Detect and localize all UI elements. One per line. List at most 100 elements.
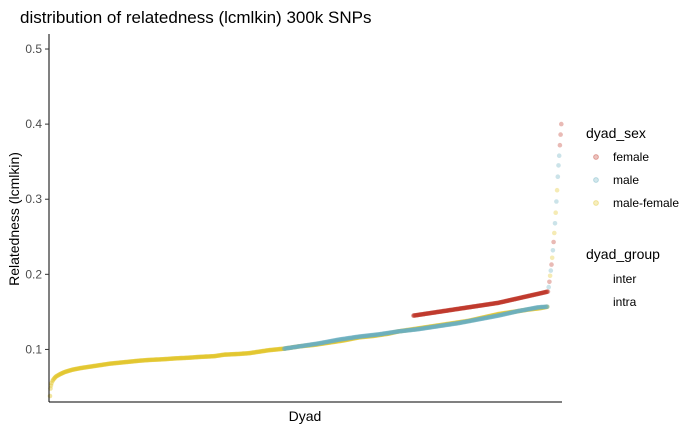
point-male [476, 316, 482, 322]
point-male-female [495, 311, 501, 317]
point-male-female [528, 307, 534, 312]
point-male-female [230, 352, 235, 357]
point-male-female [307, 343, 313, 348]
point-male-female [490, 313, 496, 318]
point-male-female [157, 357, 163, 362]
point-male [415, 326, 421, 332]
point-male-female [56, 372, 62, 378]
point-male-female [204, 354, 210, 359]
point-male [524, 307, 530, 312]
point-male [466, 318, 472, 324]
point-male [353, 334, 359, 340]
point-male [322, 340, 328, 345]
point-male [442, 323, 447, 328]
point-male [406, 327, 412, 333]
point-male-female [361, 334, 367, 340]
point-male [369, 332, 374, 338]
point-male [365, 333, 370, 339]
point-male [334, 337, 339, 343]
point-male [474, 317, 480, 323]
point-male-female [156, 357, 161, 362]
point-male-female [362, 334, 368, 340]
point-male-female [54, 373, 60, 379]
point-male [414, 327, 419, 332]
point-male-female [394, 329, 399, 335]
point-male-female [347, 336, 353, 342]
point-male-female [175, 356, 180, 361]
point-male-female [266, 347, 272, 353]
point-male [481, 316, 486, 321]
point-male [498, 312, 504, 318]
point-male-female [508, 309, 514, 315]
point-male-female [319, 341, 324, 347]
point-male-female [144, 357, 149, 363]
point-female [545, 289, 551, 294]
point-male [498, 312, 503, 318]
point-male-female [383, 331, 389, 337]
point-male-female [184, 355, 190, 361]
point-male-female [98, 362, 103, 368]
point-male [422, 326, 427, 331]
point-male [463, 319, 469, 325]
point-male-female [530, 306, 536, 312]
point-male-female [540, 305, 546, 311]
point-male [313, 341, 319, 347]
point-male-female [514, 309, 520, 314]
point-male [515, 309, 520, 314]
point-male-female [241, 351, 247, 356]
point-male [357, 334, 362, 339]
point-male-female [438, 322, 444, 328]
point-male [386, 330, 392, 336]
point-male [455, 321, 460, 326]
point-male-female [120, 360, 125, 365]
point-male [492, 314, 497, 319]
point-male [488, 314, 494, 320]
point-male-female [291, 344, 297, 350]
point-male [442, 322, 448, 328]
point-male [360, 333, 365, 339]
point-male-female [158, 357, 164, 362]
point-male-female [410, 327, 415, 332]
point-male-female [523, 307, 529, 313]
point-male-female [393, 329, 398, 335]
point-male-female [167, 356, 173, 362]
point-male [420, 326, 426, 331]
point-male-female [384, 331, 390, 337]
point-male [439, 323, 444, 329]
x-axis-title: Dyad [289, 408, 322, 424]
point-male-female [332, 339, 338, 345]
point-male-female [387, 331, 393, 336]
point-male-female [257, 349, 263, 354]
point-male [467, 318, 473, 324]
point-male [347, 335, 353, 341]
point-male-female [313, 342, 319, 347]
point-male-female [231, 351, 237, 357]
point-male [506, 311, 511, 316]
point-male-female [322, 340, 328, 346]
point-male-female [331, 339, 337, 345]
point-male-female [302, 343, 308, 349]
point-male-female [536, 306, 541, 311]
point-male-female [327, 340, 332, 345]
point-male [505, 311, 511, 316]
point-male [386, 330, 391, 336]
point-male [425, 325, 431, 331]
legend-key-male [593, 177, 599, 183]
point-male-female [145, 357, 151, 363]
point-male-female [86, 364, 91, 370]
point-male-female [398, 328, 404, 334]
point-male-female [56, 372, 61, 378]
point-male [421, 326, 427, 331]
point-male-female [436, 323, 441, 328]
point-male-female [237, 351, 243, 357]
point-male-female [475, 316, 480, 322]
point-male-female [106, 361, 112, 367]
point-male-female [321, 341, 327, 346]
point-male [341, 336, 346, 342]
point-male-female [263, 348, 269, 353]
point-male-female [111, 361, 116, 366]
point-male-female [246, 350, 251, 356]
point-male-female [160, 357, 166, 362]
point-male [417, 326, 423, 332]
point-male [478, 316, 483, 322]
